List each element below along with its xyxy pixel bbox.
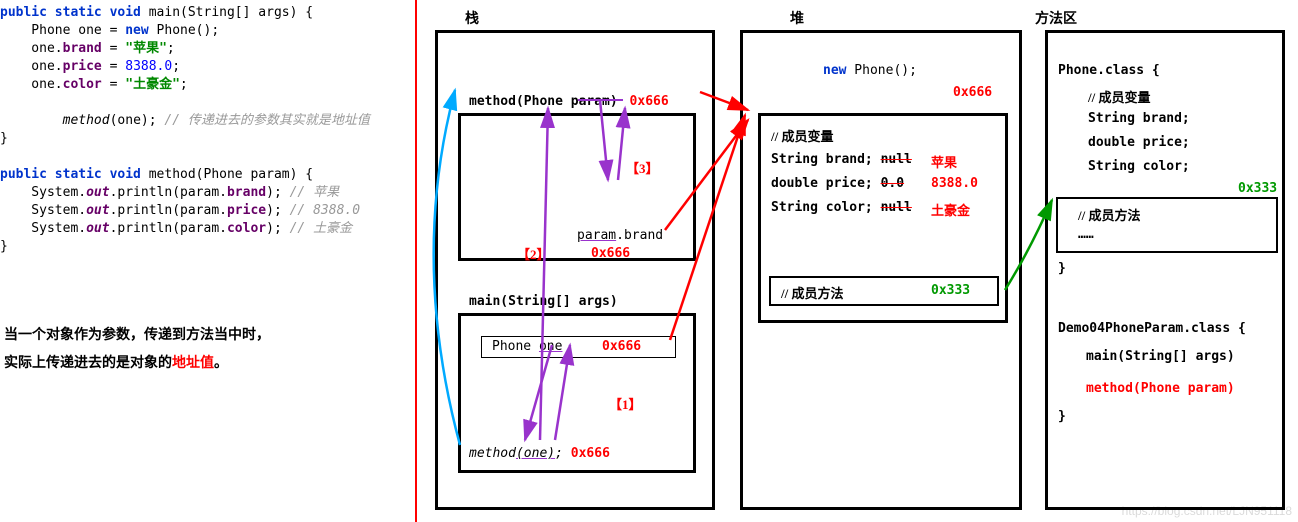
step2: 【2】 [517, 244, 550, 263]
param-brand: param.brand [577, 228, 663, 243]
methods-addr: 0x333 [931, 283, 970, 298]
phone-one-box: Phone one 0x666 [481, 336, 676, 358]
step3: 【3】 [626, 158, 659, 177]
new-phone: new Phone(); [823, 63, 917, 78]
ma-ellipsis: …… [1078, 227, 1094, 242]
methods-comment: // 成员方法 [781, 283, 843, 302]
brand-decl: String brand; null [771, 152, 912, 167]
watermark: https://blog.csdn.net/LJN951118 [1122, 504, 1292, 518]
ma-price: double price; [1088, 135, 1190, 150]
code-l3: one.brand = "苹果"; [0, 40, 415, 58]
ma-brand: String brand; [1088, 111, 1190, 126]
ma-methods-box: // 成员方法 …… [1056, 197, 1278, 253]
vertical-divider [415, 0, 417, 522]
members-comment: // 成员变量 [771, 126, 833, 145]
code-m1: public static void method(Phone param) { [0, 166, 415, 184]
method-frame-title: method(Phone param) 0x666 [469, 94, 669, 109]
heap-addr: 0x666 [953, 85, 992, 100]
ma-methods-comment: // 成员方法 [1078, 205, 1140, 224]
color-val: 土豪金 [931, 200, 970, 219]
stack-label: 栈 [465, 8, 479, 28]
code-m3: System.out.println(param.price); // 8388… [0, 202, 415, 220]
code-blank1 [0, 94, 415, 112]
demo-main: main(String[] args) [1086, 349, 1235, 364]
color-decl: String color; null [771, 200, 912, 215]
main-frame-title: main(String[] args) [469, 294, 618, 309]
methods-box: // 成员方法 0x333 [769, 276, 999, 306]
stack-box: method(Phone param) 0x666 param.brand 0x… [435, 30, 715, 510]
ma-close: } [1058, 261, 1066, 276]
ma-color: String color; [1088, 159, 1190, 174]
param-underline [578, 99, 623, 101]
demo-method: method(Phone param) [1086, 381, 1235, 396]
method-frame: method(Phone param) 0x666 param.brand 0x… [458, 113, 696, 261]
method-area-label: 方法区 [1035, 8, 1077, 28]
code-m5: } [0, 238, 415, 256]
demo-decl: Demo04PhoneParam.class { [1058, 321, 1246, 336]
heap-object: // 成员变量 String brand; null 苹果 double pri… [758, 113, 1008, 323]
heap-label: 堆 [790, 8, 804, 28]
code-panel: public static void main(String[] args) {… [0, 0, 415, 522]
code-l7: } [0, 130, 415, 148]
code-m2: System.out.println(param.brand); // 苹果 [0, 184, 415, 202]
brand-val: 苹果 [931, 152, 957, 171]
code-l2: Phone one = new Phone(); [0, 22, 415, 40]
heap-box: new Phone(); 0x666 // 成员变量 String brand;… [740, 30, 1022, 510]
main-frame: main(String[] args) Phone one 0x666 【1】 … [458, 313, 696, 473]
ma-members-comment: // 成员变量 [1088, 87, 1150, 106]
method-area-box: Phone.class { // 成员变量 String brand; doub… [1045, 30, 1285, 510]
code-l6: method(one); // 传递进去的参数其实就是地址值 [0, 112, 415, 130]
class-decl: Phone.class { [1058, 63, 1160, 78]
note-line2: 实际上传递进去的是对象的地址值。 [4, 348, 270, 376]
summary-note: 当一个对象作为参数，传递到方法当中时， 实际上传递进去的是对象的地址值。 [4, 320, 270, 376]
note-line1: 当一个对象作为参数，传递到方法当中时， [4, 320, 270, 348]
demo-close: } [1058, 409, 1066, 424]
param-addr: 0x666 [591, 246, 630, 261]
code-m4: System.out.println(param.color); // 土豪金 [0, 220, 415, 238]
code-l1: public static void main(String[] args) { [0, 4, 415, 22]
phone-one: Phone one [492, 339, 562, 354]
step1: 【1】 [609, 394, 642, 413]
code-blank2 [0, 148, 415, 166]
price-decl: double price; 0.0 [771, 176, 904, 191]
one-addr: 0x666 [602, 339, 641, 354]
code-l5: one.color = "土豪金"; [0, 76, 415, 94]
code-l4: one.price = 8388.0; [0, 58, 415, 76]
method-call: method(one); 0x666 [469, 446, 610, 461]
price-val: 8388.0 [931, 176, 978, 191]
ma-addr: 0x333 [1238, 181, 1277, 196]
